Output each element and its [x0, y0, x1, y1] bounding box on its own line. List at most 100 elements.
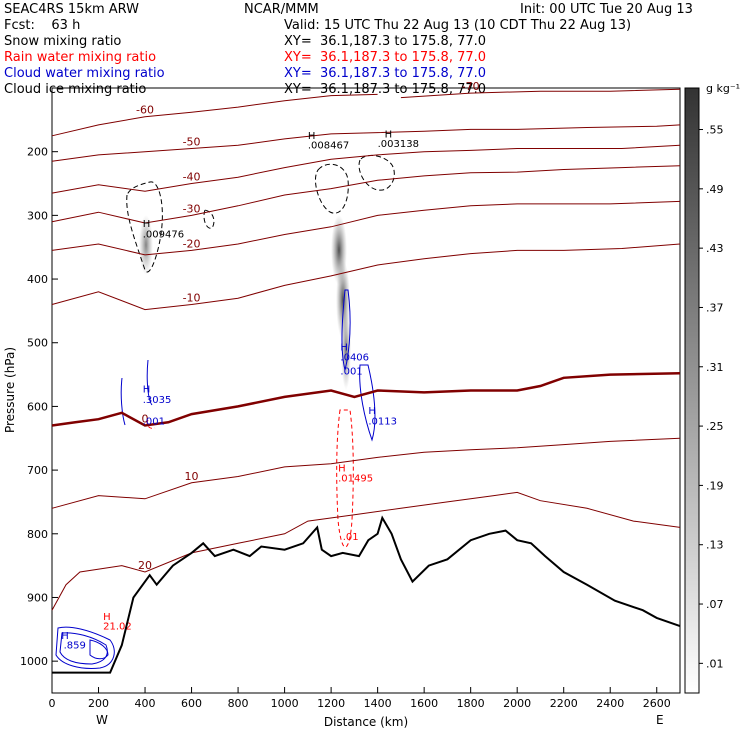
- x-tick-label: 2400: [596, 697, 624, 710]
- colorbar-tick-label: .25: [706, 420, 724, 433]
- plot-area: [51, 87, 681, 694]
- y-tick-label: 1000: [20, 655, 48, 668]
- temp-contour-line: [400, 88, 681, 99]
- temp-contour-line: [51, 124, 681, 162]
- field-cloudice-xy: XY= 36.1,187.3 to 175.8, 77.0: [284, 82, 487, 97]
- colorbar-tick-label: .13: [706, 539, 724, 552]
- x-axis-title: Distance (km): [324, 715, 408, 729]
- annotation-label: H: [143, 219, 151, 230]
- colorbar-tick-label: .49: [706, 183, 724, 196]
- field-cloudice-name: Cloud ice mixing ratio: [4, 82, 147, 97]
- colorbar-tick-label: .19: [706, 479, 724, 492]
- x-tick-label: 1600: [410, 697, 438, 710]
- x-axis-west-label: W: [96, 713, 108, 727]
- y-tick-label: 800: [27, 528, 48, 541]
- annotation-label: .001: [340, 367, 362, 378]
- temp-contour-line: [51, 144, 681, 194]
- annotation-label: H: [385, 130, 393, 141]
- annotations: H.008467H.003138H.009476H.0406.001H.3035…: [61, 130, 419, 652]
- temp-contour-line: [51, 372, 681, 427]
- x-tick-label: 1000: [271, 697, 299, 710]
- annotation-label: .0113: [368, 416, 397, 427]
- y-tick-label: 500: [27, 337, 48, 350]
- annotation-label: H: [338, 463, 346, 474]
- snow-plume-shading: [139, 215, 351, 390]
- x-axis: 0 200 400 600 800 1000 1200 1400 1600 1800 2000 220…: [49, 687, 671, 710]
- temp-contour-line: [51, 93, 378, 137]
- colorbar-unit: g kg⁻¹: [706, 82, 740, 95]
- annotation-label: H: [368, 406, 376, 417]
- x-tick-label: 400: [135, 697, 156, 710]
- colorbar-tick-label: .07: [706, 598, 724, 611]
- annotation-label: H: [103, 612, 111, 623]
- annotation-label: H: [143, 384, 151, 395]
- colorbar: g kg⁻¹ .01 .07 .13 .19 .25 .31 .37 .43 .49 .55: [684, 82, 740, 694]
- annotation-label: .859: [64, 640, 86, 651]
- valid-time: Valid: 15 UTC Thu 22 Aug 13 (10 CDT Thu …: [284, 18, 632, 33]
- field-snow-xy: XY= 36.1,187.3 to 175.8, 77.0: [284, 34, 487, 49]
- x-tick-label: 0: [49, 697, 56, 710]
- cloud-ice-contours: [126, 154, 395, 273]
- field-snow-name: Snow mixing ratio: [4, 34, 122, 49]
- field-cloudwater-xy: XY= 36.1,187.3 to 175.8, 77.0: [284, 66, 487, 81]
- annotation-label: H: [340, 342, 348, 353]
- temp-contour-label: -50: [183, 136, 201, 149]
- temp-contour-label: 20: [138, 559, 152, 572]
- annotation-label: H: [308, 131, 316, 142]
- plot-frame: [51, 87, 681, 694]
- temp-contour-label: -20: [183, 237, 201, 250]
- y-tick-label: 900: [27, 591, 48, 604]
- annotation-label: H: [61, 631, 69, 642]
- x-tick-label: 200: [88, 697, 109, 710]
- temp-contour-line: [51, 243, 681, 311]
- colorbar-tick-label: .37: [706, 301, 724, 314]
- x-tick-label: 1400: [364, 697, 392, 710]
- temp-contour-label: -40: [183, 171, 201, 184]
- colorbar-tick-label: .01: [706, 657, 724, 670]
- annotation-label: .3035: [143, 395, 172, 406]
- annotation-label: .0406: [340, 353, 369, 364]
- model-title: SEAC4RS 15km ARW: [4, 2, 140, 17]
- colorbar-tick-label: .55: [706, 124, 724, 137]
- temp-contour-line: [51, 165, 681, 224]
- temp-contour-label: -60: [136, 104, 154, 117]
- annotation-label: .001: [143, 416, 165, 427]
- rain-water-contours: [146, 409, 354, 548]
- temp-contour-label: -70: [462, 80, 480, 93]
- x-tick-label: 2600: [643, 697, 671, 710]
- temp-contour-label: 10: [185, 470, 199, 483]
- annotation-label: .003138: [378, 139, 419, 150]
- x-axis-east-label: E: [656, 713, 664, 727]
- field-rain-name: Rain water mixing ratio: [4, 50, 157, 65]
- x-tick-label: 600: [181, 697, 202, 710]
- terrain-line: [52, 515, 681, 674]
- forecast-hour: Fcst: 63 h: [4, 18, 81, 33]
- field-cloudwater-name: Cloud water mixing ratio: [4, 66, 165, 81]
- temp-contour-line: [51, 437, 681, 509]
- init-time: Init: 00 UTC Tue 20 Aug 13: [520, 2, 693, 17]
- y-tick-label: 600: [27, 400, 48, 413]
- y-axis: 200 300 400 500 600 700 800 900 1000: [20, 146, 58, 668]
- annotation-label: .008467: [308, 141, 349, 152]
- field-rain-xy: XY= 36.1,187.3 to 175.8, 77.0: [284, 50, 487, 65]
- x-tick-label: 1800: [457, 697, 485, 710]
- x-tick-label: 2200: [550, 697, 578, 710]
- temp-contour-line: [51, 491, 681, 611]
- temp-contour-label: -30: [183, 202, 201, 215]
- temperature-contours: -70 -60 -50 -40 -30 -20 -10 0 10 20: [51, 80, 681, 611]
- x-tick-label: 1200: [317, 697, 345, 710]
- annotation-label: 21.02: [103, 621, 132, 632]
- x-tick-label: 800: [228, 697, 249, 710]
- colorbar-tick-label: .43: [706, 242, 724, 255]
- annotation-label: .009476: [143, 230, 184, 241]
- y-tick-label: 200: [27, 146, 48, 159]
- y-tick-label: 400: [27, 273, 48, 286]
- y-tick-label: 700: [27, 464, 48, 477]
- annotation-label: .01495: [338, 474, 373, 485]
- temp-contour-line: [51, 200, 681, 256]
- cloud-water-contours: [55, 289, 376, 669]
- colorbar-tick-label: .31: [706, 361, 724, 374]
- y-tick-label: 300: [27, 209, 48, 222]
- annotation-label: .01: [343, 532, 359, 543]
